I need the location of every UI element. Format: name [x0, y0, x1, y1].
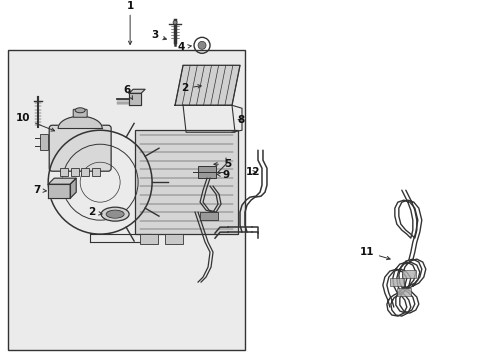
- Text: 10: 10: [16, 113, 55, 131]
- Polygon shape: [58, 116, 102, 128]
- Bar: [198, 166, 216, 178]
- Bar: [401, 270, 415, 278]
- Bar: [71, 168, 79, 176]
- Bar: [40, 134, 48, 150]
- Circle shape: [173, 21, 177, 24]
- Bar: [165, 234, 183, 244]
- Polygon shape: [175, 65, 240, 105]
- Bar: [140, 234, 158, 244]
- Text: 2: 2: [181, 83, 201, 93]
- FancyBboxPatch shape: [73, 109, 87, 117]
- Text: 11: 11: [359, 247, 389, 260]
- Text: 7: 7: [33, 185, 46, 195]
- Polygon shape: [70, 178, 76, 198]
- Ellipse shape: [101, 207, 129, 221]
- Polygon shape: [129, 89, 145, 93]
- Bar: [8, 50, 244, 350]
- Text: 9: 9: [216, 170, 229, 180]
- Bar: [60, 168, 68, 176]
- Text: 1: 1: [126, 1, 134, 12]
- Text: 12: 12: [245, 167, 260, 177]
- Ellipse shape: [106, 210, 124, 218]
- Text: 4: 4: [177, 42, 191, 52]
- FancyBboxPatch shape: [49, 125, 111, 171]
- Text: 8: 8: [237, 115, 244, 125]
- Text: 3: 3: [150, 30, 166, 40]
- Text: 5: 5: [213, 159, 231, 169]
- Bar: [389, 278, 403, 286]
- FancyBboxPatch shape: [135, 130, 238, 234]
- Ellipse shape: [75, 108, 85, 113]
- Bar: [92, 168, 100, 176]
- Text: 2: 2: [88, 207, 102, 217]
- Circle shape: [198, 41, 205, 49]
- Polygon shape: [129, 93, 141, 105]
- Text: 6: 6: [123, 85, 132, 99]
- Bar: [396, 288, 410, 296]
- Bar: [200, 212, 218, 220]
- Polygon shape: [48, 184, 70, 198]
- Bar: [81, 168, 89, 176]
- Polygon shape: [48, 178, 76, 184]
